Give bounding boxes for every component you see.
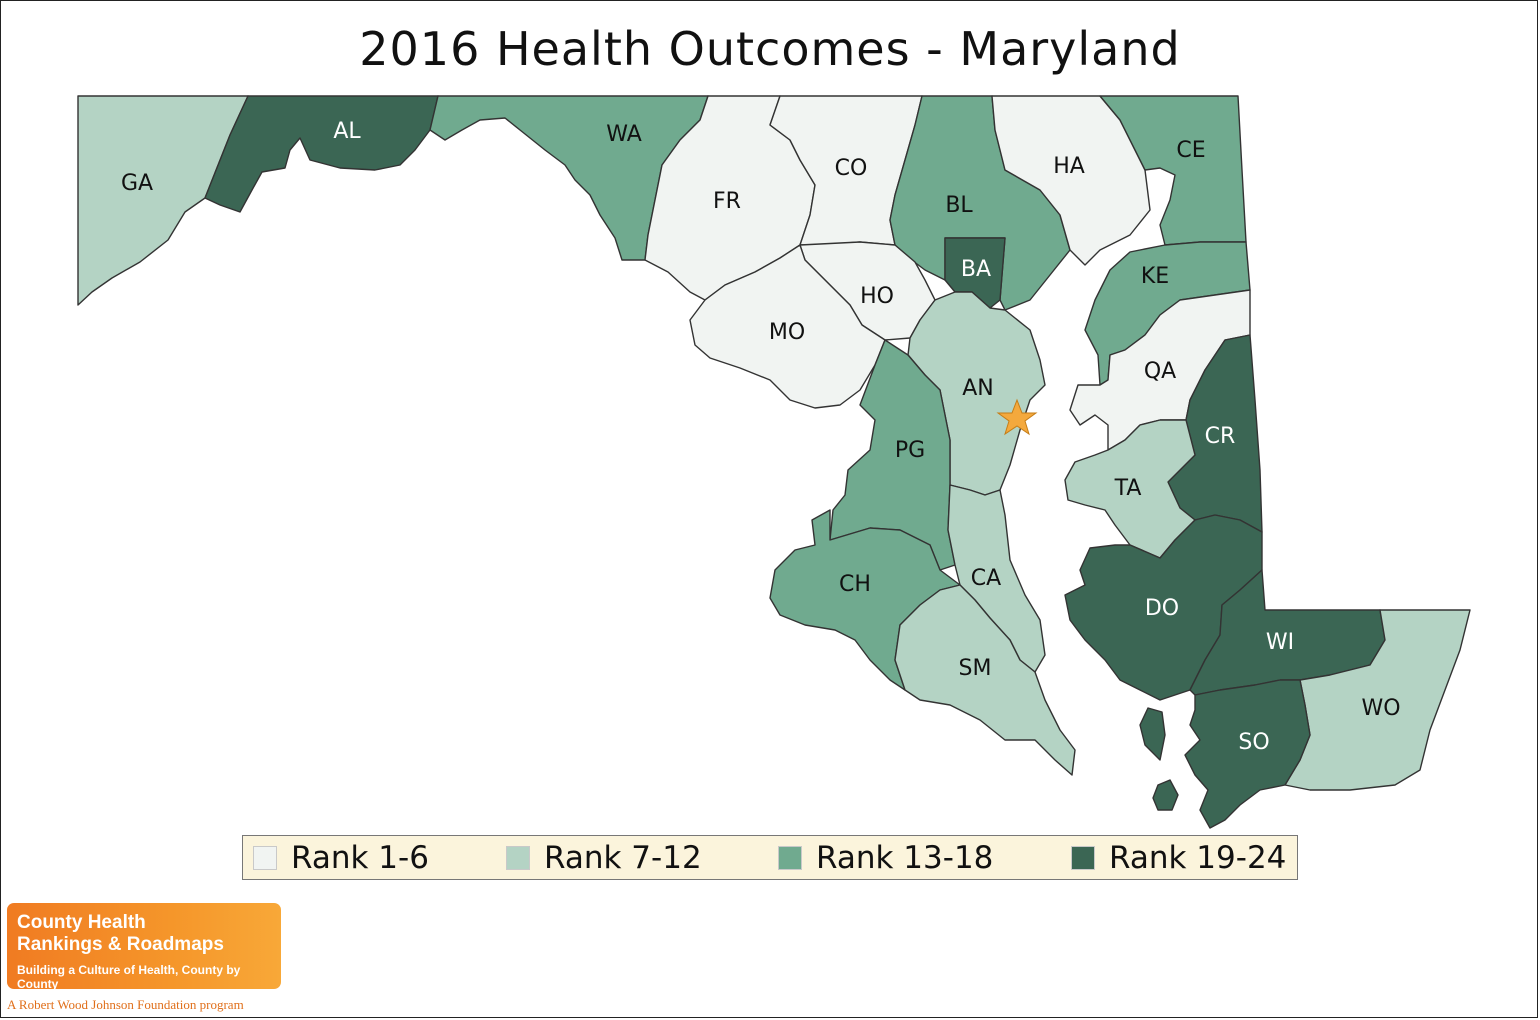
county-label-wa: WA bbox=[606, 122, 642, 147]
legend-label: Rank 19-24 bbox=[1109, 840, 1287, 876]
county-label-ta: TA bbox=[1114, 476, 1142, 501]
county-label-an: AN bbox=[962, 376, 994, 401]
county-label-so: SO bbox=[1238, 730, 1269, 755]
county-mo[interactable] bbox=[689, 244, 886, 409]
county-label-sm: SM bbox=[959, 656, 992, 681]
county-ch[interactable] bbox=[769, 509, 961, 691]
county-label-pg: PG bbox=[895, 438, 925, 463]
star-icon bbox=[996, 398, 1038, 436]
county-health-rankings-logo[interactable]: County Health Rankings & Roadmaps Buildi… bbox=[7, 903, 281, 991]
county-ca[interactable] bbox=[947, 484, 1046, 673]
county-label-ho: HO bbox=[860, 284, 894, 309]
county-label-al: AL bbox=[333, 119, 361, 144]
legend-label: Rank 1-6 bbox=[291, 840, 429, 876]
legend: Rank 1-6 Rank 7-12 Rank 13-18 Rank 19-24 bbox=[242, 835, 1298, 880]
legend-item-rank-1-6: Rank 1-6 bbox=[253, 840, 429, 876]
logo-line2: Rankings & Roadmaps bbox=[17, 934, 224, 955]
county-ce[interactable] bbox=[1099, 95, 1247, 246]
county-label-bl: BL bbox=[945, 193, 973, 218]
legend-swatch bbox=[506, 846, 530, 870]
county-label-ch: CH bbox=[839, 572, 871, 597]
county-label-qa: QA bbox=[1144, 359, 1176, 384]
county-al[interactable] bbox=[204, 95, 439, 213]
legend-swatch bbox=[253, 846, 277, 870]
legend-item-rank-7-12: Rank 7-12 bbox=[506, 840, 702, 876]
county-label-co: CO bbox=[835, 156, 868, 181]
county-label-ke: KE bbox=[1141, 264, 1169, 289]
county-so-island bbox=[1152, 779, 1179, 811]
county-label-ce: CE bbox=[1176, 138, 1205, 163]
county-label-wi: WI bbox=[1266, 630, 1294, 655]
legend-item-rank-13-18: Rank 13-18 bbox=[778, 840, 994, 876]
county-label-mo: MO bbox=[769, 320, 805, 345]
legend-swatch bbox=[1071, 846, 1095, 870]
logo-tagline: Building a Culture of Health, County by … bbox=[17, 963, 241, 991]
legend-label: Rank 13-18 bbox=[816, 840, 994, 876]
county-label-cr: CR bbox=[1205, 424, 1236, 449]
legend-item-rank-19-24: Rank 19-24 bbox=[1071, 840, 1287, 876]
county-label-ba: BA bbox=[961, 257, 991, 282]
sponsor-text: A Robert Wood Johnson Foundation program bbox=[7, 997, 244, 1012]
county-label-fr: FR bbox=[713, 189, 741, 214]
legend-swatch bbox=[778, 846, 802, 870]
county-label-ha: HA bbox=[1053, 154, 1085, 179]
county-label-ga: GA bbox=[121, 171, 153, 196]
logo-line1: County Health bbox=[17, 912, 146, 933]
county-label-wo: WO bbox=[1361, 696, 1400, 721]
county-label-do: DO bbox=[1145, 596, 1179, 621]
county-do-island bbox=[1139, 707, 1166, 761]
county-so[interactable] bbox=[1184, 679, 1311, 829]
county-ta[interactable] bbox=[1064, 419, 1196, 559]
legend-label: Rank 7-12 bbox=[544, 840, 702, 876]
county-label-ca: CA bbox=[971, 566, 1001, 591]
county-sm[interactable] bbox=[894, 584, 1076, 776]
map-title: 2016 Health Outcomes - Maryland bbox=[359, 22, 1181, 76]
county-wo[interactable] bbox=[1284, 609, 1471, 791]
